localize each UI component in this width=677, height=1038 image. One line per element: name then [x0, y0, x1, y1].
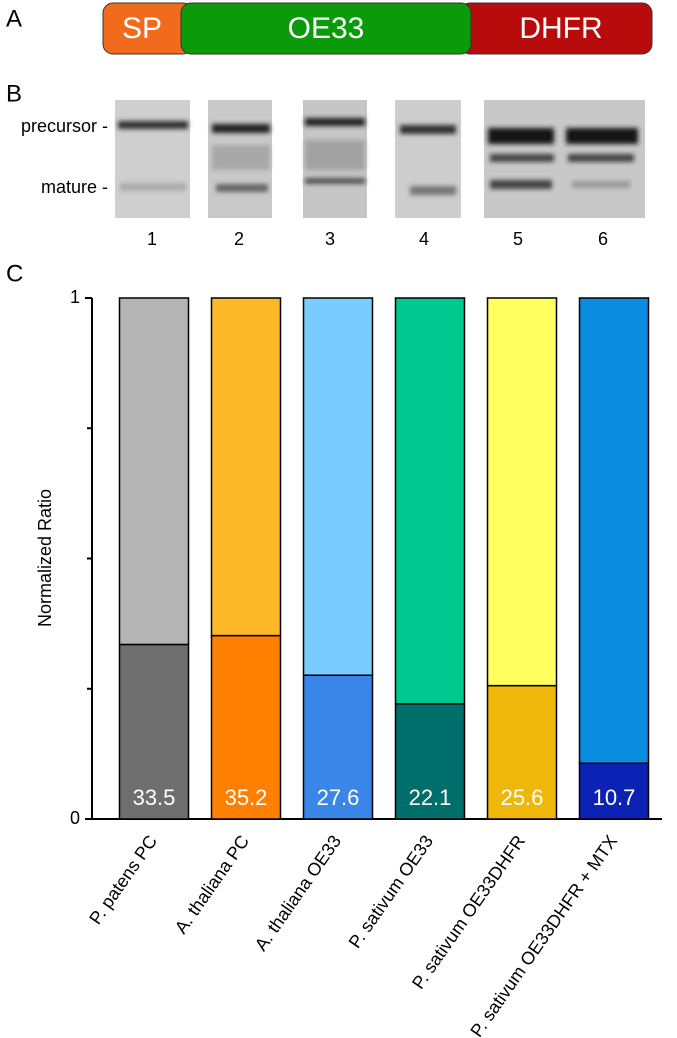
- lane-number: 1: [147, 229, 157, 249]
- y-axis-label: Normalized Ratio: [35, 489, 55, 627]
- band: [566, 128, 638, 144]
- band: [568, 154, 634, 162]
- segment-label: DHFR: [519, 12, 602, 45]
- bands: [118, 118, 638, 195]
- segment-label: OE33: [288, 12, 365, 45]
- band-label: mature -: [41, 177, 108, 197]
- band: [212, 124, 270, 133]
- bar-segment: [118, 643, 190, 820]
- lane-number: 4: [419, 229, 429, 249]
- panel-label: A: [6, 5, 22, 32]
- bar-segment: [210, 297, 282, 637]
- blot: [115, 100, 645, 218]
- band: [118, 121, 188, 129]
- bar-segment: [302, 297, 374, 676]
- construct: SP OE33 DHFR: [102, 2, 653, 55]
- bar-segment: [578, 762, 650, 820]
- value-label: 10.7: [593, 785, 636, 810]
- x-tick-label: P. patens PC: [85, 832, 161, 928]
- value-label: 33.5: [133, 785, 176, 810]
- lane-number: 5: [513, 229, 523, 249]
- lane-number: 3: [325, 229, 335, 249]
- bar-segment: [486, 684, 558, 820]
- band: [305, 118, 365, 126]
- lane-number: 6: [598, 229, 608, 249]
- value-label: 25.6: [501, 785, 544, 810]
- bar-segment: [302, 674, 374, 820]
- panel-label: C: [6, 260, 23, 287]
- bar-segment: [394, 703, 466, 820]
- band: [572, 181, 630, 188]
- band: [305, 178, 365, 184]
- blot-panel: [395, 100, 461, 218]
- band: [212, 145, 270, 170]
- band: [490, 180, 552, 189]
- bar-segment: [210, 634, 282, 820]
- value-label: 35.2: [225, 785, 268, 810]
- segment-label: SP: [122, 12, 162, 45]
- band: [216, 184, 268, 192]
- panel-label: B: [6, 80, 22, 107]
- value-label: 27.6: [317, 785, 360, 810]
- band-label: precursor -: [21, 116, 108, 136]
- lane-number: 2: [234, 229, 244, 249]
- band: [305, 140, 365, 170]
- value-label: 22.1: [409, 785, 452, 810]
- band: [490, 154, 554, 162]
- y-tick-label: 0: [70, 808, 80, 828]
- bar-segment: [578, 297, 650, 765]
- band: [410, 186, 456, 195]
- bar-segment: [394, 297, 466, 705]
- bar-segment: [486, 297, 558, 687]
- x-tick-label: A. thaliana PC: [171, 832, 253, 938]
- segment-oe33: [180, 2, 472, 55]
- x-tick-label: A. thaliana OE33: [251, 832, 345, 955]
- band: [120, 183, 186, 191]
- band: [488, 128, 554, 144]
- x-tick-label: P. sativum OE33: [345, 832, 438, 952]
- blot-panel: [115, 100, 190, 218]
- x-tick-label: P. sativum OE33DHFR + MTX: [466, 832, 621, 1038]
- y-tick-label: 1: [70, 287, 80, 307]
- bar-segment: [118, 297, 190, 646]
- band: [400, 125, 456, 134]
